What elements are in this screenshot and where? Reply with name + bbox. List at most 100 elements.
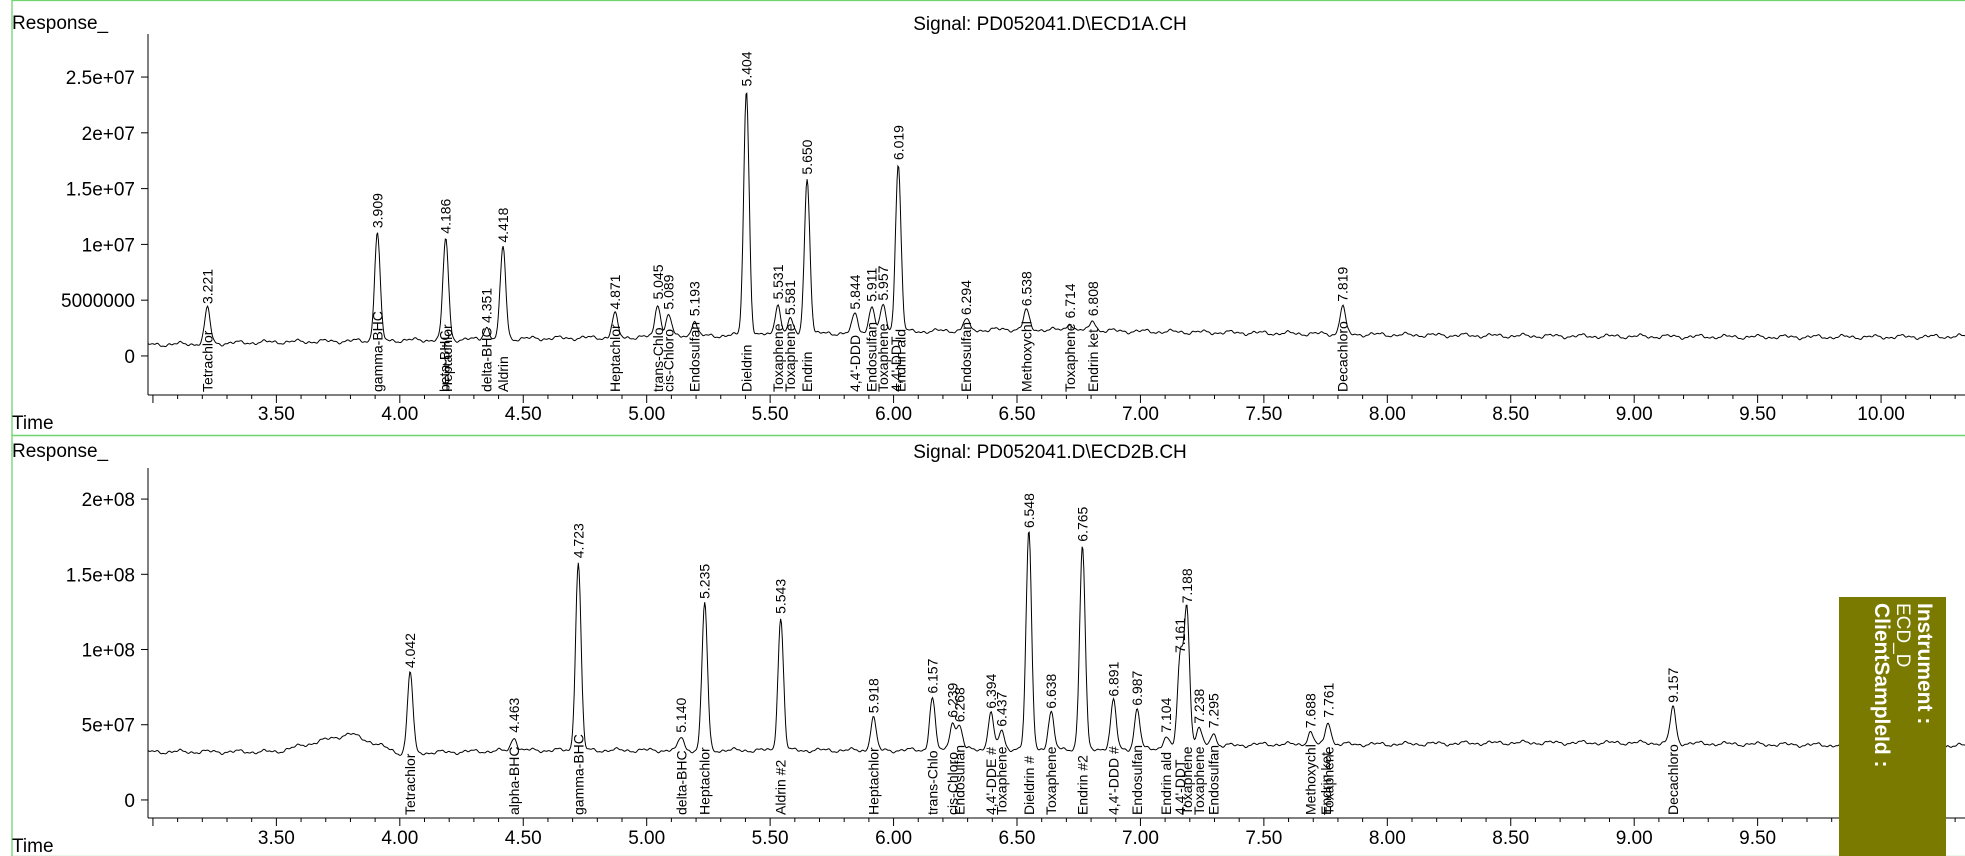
compound-label: Heptachlor xyxy=(865,747,881,815)
y-tick-label: 2e+08 xyxy=(82,490,135,511)
compound-label: Toxaphene xyxy=(782,323,798,392)
instrument-label: Instrument : xyxy=(1913,603,1936,725)
peak-label: 5.089 xyxy=(661,274,677,309)
signal-trace xyxy=(147,531,1965,756)
peak-label: 7.188 xyxy=(1179,568,1195,603)
x-axis-label: Time xyxy=(12,836,54,856)
x-tick-label: 5.00 xyxy=(628,828,665,849)
y-tick-label: 0 xyxy=(124,347,135,368)
peak-label: 5.911 xyxy=(864,268,880,302)
compound-label: Aldrin #2 xyxy=(773,760,789,815)
compound-label: trans-Chlo xyxy=(650,327,666,392)
x-tick-label: 9.50 xyxy=(1739,404,1776,425)
peak-label: 7.819 xyxy=(1335,267,1351,302)
x-tick-label: 4.50 xyxy=(505,404,542,425)
peak-label: 6.548 xyxy=(1021,493,1037,528)
x-tick-label: 8.50 xyxy=(1492,404,1529,425)
x-tick-label: 4.00 xyxy=(381,828,418,849)
peak-label: 6.987 xyxy=(1129,670,1145,705)
x-tick-label: 6.50 xyxy=(999,828,1036,849)
peak-label: 5.844 xyxy=(847,274,863,309)
x-tick-label: 8.00 xyxy=(1369,828,1406,849)
compound-label: Toxaphene xyxy=(770,323,786,392)
compound-label: Endosulfan xyxy=(1129,745,1145,815)
x-tick-label: 5.00 xyxy=(628,404,665,425)
peak-label: 5.918 xyxy=(865,678,881,713)
peak-label: 9.157 xyxy=(1665,667,1681,702)
compound-label: alpha-BHC xyxy=(506,747,522,815)
compound-label: 4,4'-DDE # xyxy=(983,747,999,815)
compound-label: Aldrin xyxy=(495,356,511,392)
compound-label: beta-BHC xyxy=(436,331,452,392)
compound-label: Toxaphene xyxy=(1179,746,1195,815)
x-axis-label: Time xyxy=(12,413,54,434)
compound-label: Endosulfan xyxy=(686,322,702,392)
peak-label: 4.463 xyxy=(506,698,522,733)
x-tick-label: 6.00 xyxy=(875,828,912,849)
peak-label: 7.295 xyxy=(1205,693,1221,728)
compound-label: Heptachlor xyxy=(439,324,455,392)
y-tick-label: 5000000 xyxy=(61,291,135,312)
x-tick-label: 7.00 xyxy=(1122,828,1159,849)
compound-label: Toxaphene xyxy=(1043,746,1059,815)
peak-label: 7.688 xyxy=(1302,693,1318,728)
compound-label: cis-Chloro xyxy=(945,752,961,815)
compound-label: trans-Chlo xyxy=(924,750,940,815)
y-tick-label: 5e+07 xyxy=(82,716,135,737)
peak-label: 6.157 xyxy=(924,658,940,693)
y-axis-label: Response_ xyxy=(12,13,109,34)
compound-label: Endosulfan xyxy=(952,745,968,815)
compound-label: 4,4'-DDD # xyxy=(1106,746,1122,815)
peak-label: 5.543 xyxy=(773,579,789,614)
peak-label: 4.186 xyxy=(438,198,454,233)
compound-label: Decachloro xyxy=(1665,744,1681,815)
compound-label: Tetrachlor xyxy=(199,330,215,392)
client-sample-id-label: ClientSampleId : xyxy=(1870,603,1893,768)
y-axis-label: Response_ xyxy=(12,441,109,462)
instrument-value: ECD_D xyxy=(1892,603,1913,668)
y-tick-label: 1.5e+07 xyxy=(66,180,135,201)
compound-label: Methoxychl xyxy=(1302,744,1318,815)
chromatogram-panel-1: Signal: PD052041.D\ECD1A.CH Response_ Time… xyxy=(11,0,1965,437)
peak-label: 5.650 xyxy=(799,139,815,174)
peak-label: 6.268 xyxy=(952,687,968,722)
instrument-panel-text: Instrument : ECD_D ClientSampleId : xyxy=(1839,597,1946,856)
y-tick-label: 2e+07 xyxy=(82,124,135,145)
compound-label: cis-Chloro xyxy=(661,329,677,392)
compound-label: Endrin xyxy=(799,352,815,392)
x-tick-label: 6.50 xyxy=(999,404,1036,425)
compound-label: Endrin ald xyxy=(893,329,909,392)
peak-label: 5.140 xyxy=(673,698,689,733)
peak-label: 6.294 xyxy=(958,280,974,315)
compound-label: 4,4'-DDT xyxy=(1172,759,1188,815)
compound-label: Toxaphene xyxy=(1320,746,1336,815)
peak-label: 6.891 xyxy=(1106,661,1122,696)
peak-label: 6.019 xyxy=(890,125,906,160)
peak-label: 5.581 xyxy=(782,280,798,315)
peak-label: 5.957 xyxy=(875,265,891,300)
compound-label: gamma-BHC xyxy=(369,311,385,392)
peak-label: 6.638 xyxy=(1043,673,1059,708)
compound-label: delta-BHC xyxy=(478,327,494,392)
compound-label: Heptachlor xyxy=(607,324,623,392)
x-tick-label: 4.50 xyxy=(505,828,542,849)
chart-title: Signal: PD052041.D\ECD2B.CH xyxy=(913,442,1187,463)
x-tick-label: 3.50 xyxy=(258,404,295,425)
compound-label: Endrin ald xyxy=(1158,752,1174,815)
peak-label: 4.351 xyxy=(478,288,494,323)
x-tick-label: 9.00 xyxy=(1616,828,1653,849)
signal-trace xyxy=(147,92,1965,348)
x-tick-label: 7.50 xyxy=(1245,404,1282,425)
y-tick-label: 1.5e+08 xyxy=(66,565,135,586)
peak-label: 5.193 xyxy=(686,281,702,316)
peak-label: 6.538 xyxy=(1018,271,1034,306)
y-tick-label: 0 xyxy=(124,791,135,812)
compound-label: Endrin ket xyxy=(1318,752,1334,815)
x-tick-label: 9.50 xyxy=(1739,828,1776,849)
peak-label: 4.723 xyxy=(570,523,586,558)
instrument-panel: Instrument : ECD_D ClientSampleId : xyxy=(1839,597,1946,856)
x-tick-label: 10.00 xyxy=(1857,404,1905,425)
x-tick-label: 4.00 xyxy=(381,404,418,425)
peak-label: 3.221 xyxy=(199,269,215,304)
